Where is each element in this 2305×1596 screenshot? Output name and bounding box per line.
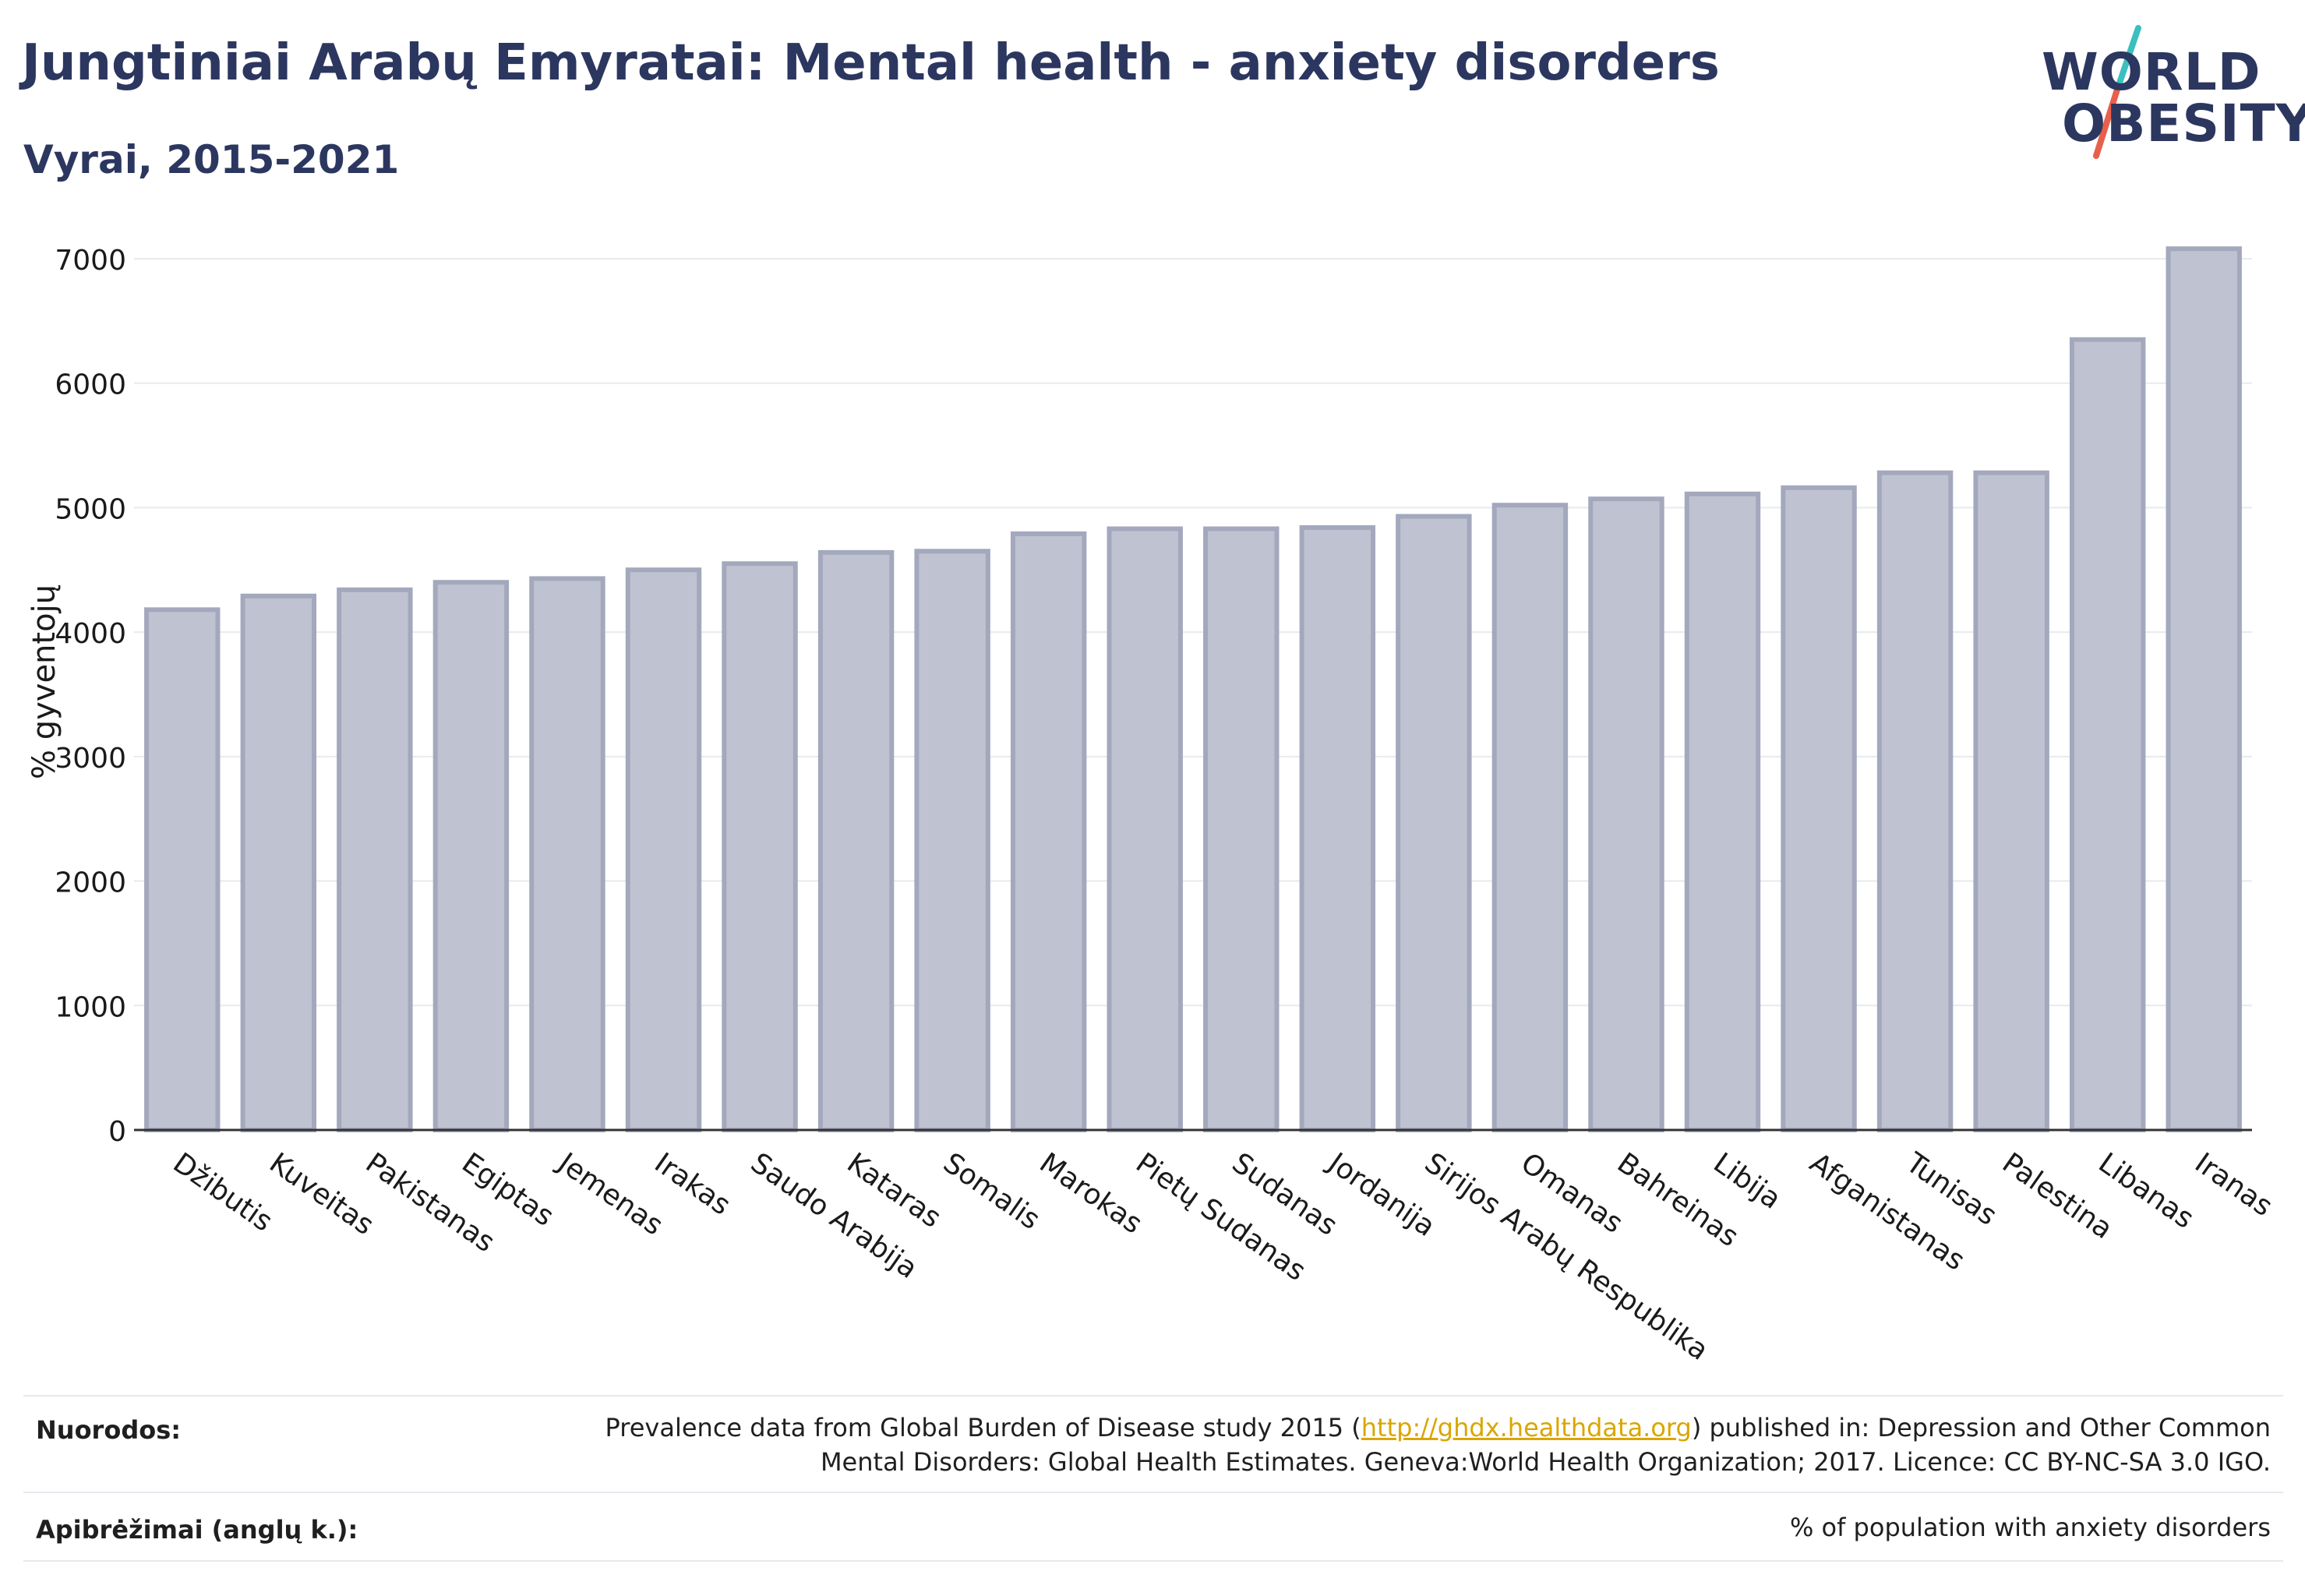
bar	[1010, 531, 1087, 1132]
y-tick-label: 4000	[55, 618, 126, 650]
bar	[1396, 514, 1472, 1132]
bar	[337, 587, 413, 1132]
x-tick-label: Saudo Arabija	[745, 1147, 923, 1285]
y-tick-label: 6000	[55, 369, 126, 401]
bar	[1107, 526, 1183, 1132]
references-text: Prevalence data from Global Burden of Di…	[605, 1411, 2271, 1479]
y-tick-label: 3000	[55, 743, 126, 775]
bar	[1684, 491, 1761, 1132]
bar	[1491, 503, 1569, 1132]
y-tick-label: 1000	[55, 991, 126, 1023]
definitions-text: % of population with anxiety disorders	[1789, 1513, 2271, 1542]
y-tick-label: 5000	[55, 493, 126, 525]
page-subtitle: Vyrai, 2015-2021	[23, 137, 400, 182]
bar	[1876, 470, 1954, 1132]
x-axis-ticks: DžibutisKuveitasPakistanasEgiptasJemenas…	[168, 1146, 2279, 1367]
logo-slash-icon	[2093, 25, 2141, 159]
x-tick-label: Libija	[1707, 1147, 1786, 1216]
references-line1-end: ) published in: Depression and Other Com…	[1691, 1413, 2271, 1442]
x-tick-label: Jemenas	[551, 1146, 669, 1242]
definitions-label: Apibrėžimai (anglų k.):	[36, 1515, 358, 1545]
bar	[722, 561, 798, 1132]
bar	[1781, 485, 1857, 1132]
bar	[914, 549, 990, 1132]
footer-divider-bottom	[23, 1560, 2283, 1562]
y-axis-label: % gyventojų	[26, 584, 62, 779]
bar	[1299, 524, 1376, 1132]
x-tick-label: Marokas	[1034, 1147, 1149, 1241]
bar	[817, 549, 895, 1132]
x-tick-label: Jordanija	[1322, 1146, 1441, 1244]
footer-divider-top	[23, 1395, 2283, 1396]
y-tick-label: 0	[108, 1116, 126, 1148]
references-line2: Mental Disorders: Global Health Estimate…	[820, 1447, 2271, 1477]
footer-divider-middle	[23, 1492, 2283, 1493]
bar	[625, 567, 702, 1132]
bar	[432, 580, 510, 1132]
y-tick-label: 7000	[55, 245, 126, 277]
x-tick-label: Džibutis	[168, 1147, 278, 1238]
bar	[240, 593, 317, 1132]
logo-line1: WORLD	[2042, 42, 2261, 102]
bar	[1588, 496, 1664, 1132]
bar	[529, 576, 605, 1132]
references-label: Nuorodos:	[36, 1415, 182, 1445]
logo-line2: OBESITY	[2062, 94, 2305, 154]
y-tick-label: 2000	[55, 867, 126, 899]
bar	[2069, 337, 2146, 1132]
bar	[1203, 526, 1280, 1132]
x-tick-label: Pietų Sudanas	[1130, 1147, 1311, 1287]
y-axis-ticks: 0 1000 2000 3000 4000 5000 6000 7000	[55, 245, 126, 1148]
references-link[interactable]: http://ghdx.healthdata.org	[1361, 1413, 1692, 1442]
x-tick-label: Iranas	[2189, 1147, 2279, 1223]
bar	[144, 607, 221, 1132]
references-line1-start: Prevalence data from Global Burden of Di…	[605, 1413, 1361, 1442]
x-tick-label: Kuveitas	[263, 1147, 379, 1241]
world-obesity-logo: WORLD OBESITY	[2026, 22, 2305, 170]
bar-chart: 0 1000 2000 3000 4000 5000 6000 7000 DžibutisKu…	[26, 245, 2279, 1367]
bar	[1973, 470, 2049, 1132]
bar	[2166, 246, 2242, 1133]
x-tick-label: Somalis	[937, 1147, 1046, 1236]
chart-bars	[144, 246, 2242, 1133]
page-title: Jungtiniai Arabų Emyratai: Mental health…	[22, 34, 1720, 92]
